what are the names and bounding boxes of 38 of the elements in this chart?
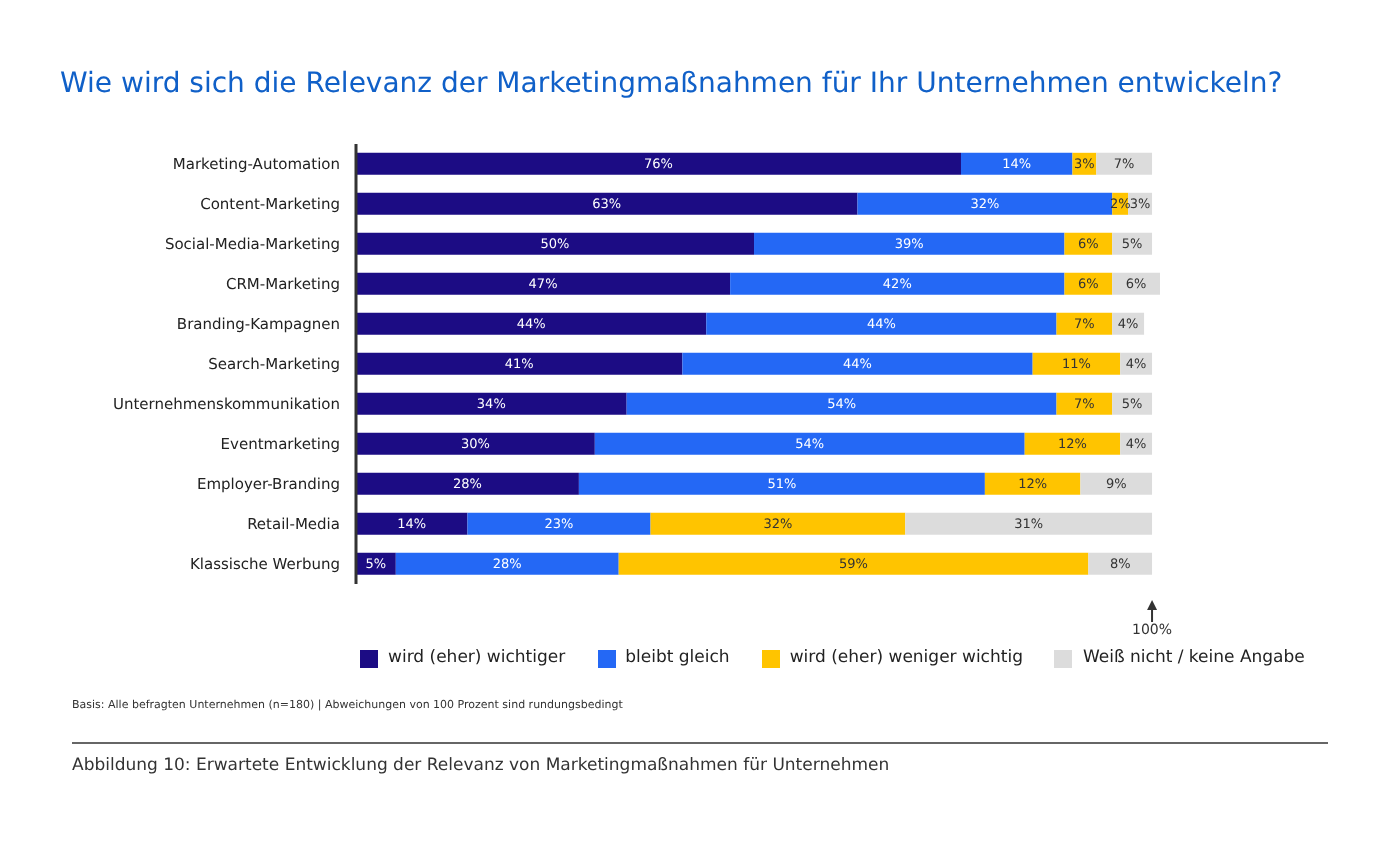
bar: [1056, 312, 1113, 335]
bar: [1032, 352, 1121, 375]
bar: [960, 152, 1073, 175]
bar: [467, 512, 651, 535]
bar: [905, 512, 1153, 535]
bar: [1080, 472, 1153, 495]
bar: [1096, 152, 1153, 175]
text: Abbildung 10: Erwartete Entwicklung der Relevanz von Marketingmaßnahmen für Unternehmen: [72, 756, 890, 776]
bar: [356, 432, 595, 455]
bar: [1056, 392, 1113, 415]
legend-label: bleibt gleich: [625, 648, 730, 668]
bar: [730, 272, 1065, 295]
legend-label: wird (eher) wichtiger: [388, 648, 566, 668]
bar: [594, 432, 1025, 455]
chart-title: Wie wird sich die Relevanz der Marketingmaßnahmen für Ihr Unternehmen entwickeln?: [60, 68, 1283, 100]
bar: [578, 472, 985, 495]
bar: [682, 352, 1033, 375]
bar: [1088, 552, 1153, 575]
bar: [356, 472, 579, 495]
bar: [706, 312, 1057, 335]
bar: [1024, 432, 1121, 455]
bar: [650, 512, 906, 535]
bar: [356, 152, 961, 175]
bar: [356, 312, 707, 335]
bar: [618, 552, 1089, 575]
bar: [356, 392, 627, 415]
legend-label: Weiß nicht / keine Angabe: [1082, 648, 1305, 668]
bar: [754, 232, 1065, 255]
bar: [356, 512, 468, 535]
bar: [356, 232, 755, 255]
bar: [857, 192, 1113, 215]
bar: [356, 272, 731, 295]
bar: [395, 552, 619, 575]
legend-label: wird (eher) weniger wichtig: [789, 648, 1023, 668]
bar: [626, 392, 1057, 415]
bar: [356, 352, 683, 375]
bar: [356, 192, 858, 215]
bar: [984, 472, 1081, 495]
